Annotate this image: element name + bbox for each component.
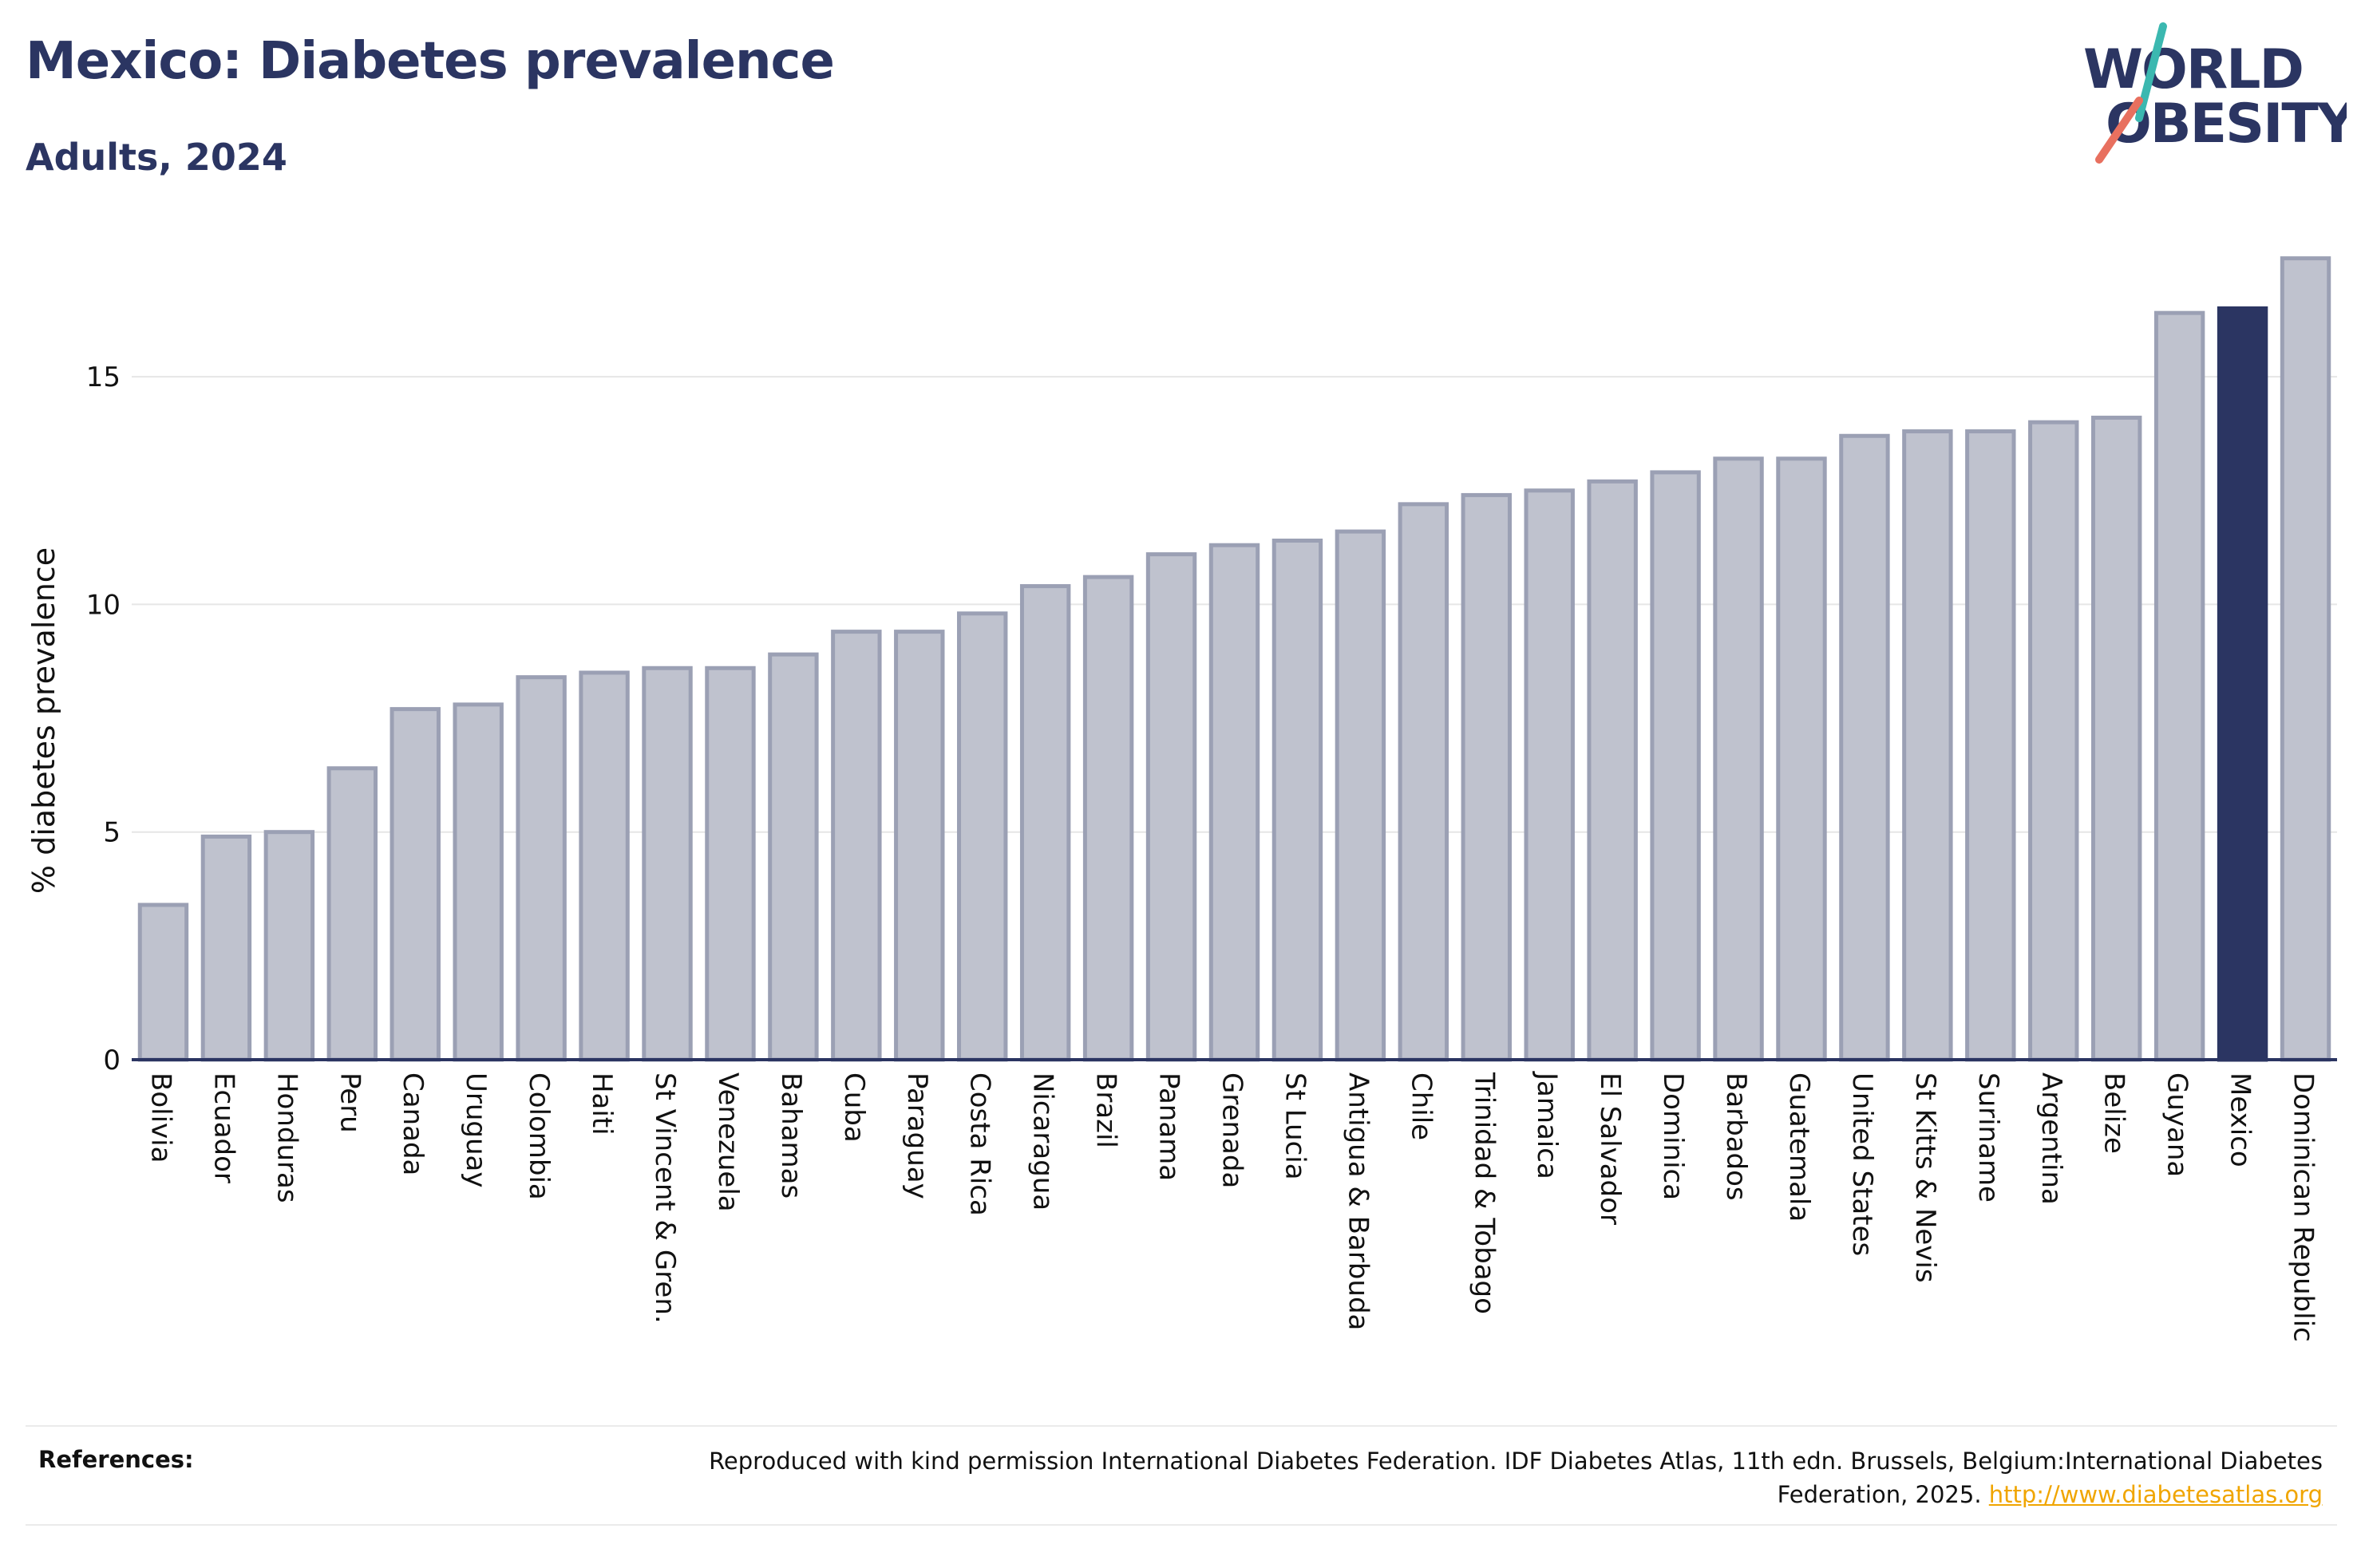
x-tick-label: Colombia: [523, 1072, 555, 1200]
x-tick-label: Grenada: [1216, 1072, 1248, 1188]
references-link[interactable]: http://www.diabetesatlas.org: [1988, 1481, 2323, 1508]
x-tick-label: Canada: [397, 1072, 429, 1175]
x-tick-label: St Kitts & Nevis: [1909, 1072, 1941, 1283]
references-top-divider: [26, 1425, 2337, 1427]
y-axis-label: % diabetes prevalence: [26, 547, 61, 894]
x-tick-label: Peru: [334, 1072, 366, 1133]
x-tick-label: Ecuador: [208, 1072, 239, 1183]
bar-bahamas: [768, 652, 819, 1062]
page-title: Mexico: Diabetes prevalence: [26, 32, 835, 91]
bar-ecuador: [200, 834, 252, 1062]
bar-brazil: [1082, 575, 1134, 1062]
bar-venezuela: [705, 666, 756, 1062]
bar-canada: [390, 707, 441, 1062]
axes: 0 5 10 15: [86, 361, 2337, 1076]
bar-grenada: [1208, 543, 1260, 1062]
x-tick-labels: Bolivia Ecuador Honduras Peru Canada Uruguay C…: [144, 1071, 2319, 1342]
bar-belize: [2090, 415, 2142, 1062]
x-tick-label: Cuba: [838, 1072, 870, 1143]
y-tick-label: 5: [103, 817, 121, 849]
references-label: References:: [38, 1446, 194, 1473]
bar-mexico: [2217, 306, 2268, 1062]
logo-word-world: WORLD: [2083, 38, 2303, 101]
bars: [137, 256, 2331, 1062]
x-tick-label: Bolivia: [144, 1072, 176, 1163]
x-tick-label: Costa Rica: [964, 1072, 996, 1216]
x-tick-label: Brazil: [1090, 1072, 1122, 1148]
x-tick-label: Chile: [1405, 1072, 1437, 1140]
bar-cuba: [831, 630, 882, 1062]
x-tick-label: St Lucia: [1279, 1072, 1311, 1180]
y-tick-label: 10: [86, 589, 121, 621]
bar-trinidad-tobago: [1461, 492, 1512, 1062]
x-tick-label: El Salvador: [1594, 1072, 1626, 1225]
x-tick-label: Paraguay: [901, 1072, 933, 1199]
x-tick-label: Panama: [1153, 1072, 1185, 1181]
bar-panama: [1145, 552, 1197, 1062]
x-tick-label: Suriname: [1972, 1072, 2004, 1203]
bar-argentina: [2028, 420, 2079, 1062]
bar-antigua-barbuda: [1335, 529, 1386, 1062]
bar-st-lucia: [1271, 538, 1323, 1062]
bar-dominican-republic: [2280, 256, 2331, 1062]
logo-slash-coral: [2095, 97, 2143, 164]
bar-paraguay: [894, 630, 945, 1062]
page-subtitle: Adults, 2024: [26, 136, 287, 179]
x-tick-label: Barbados: [1720, 1072, 1752, 1201]
x-tick-label: Jamaica: [1531, 1071, 1563, 1179]
bar-chile: [1398, 502, 1449, 1062]
bar-guyana: [2153, 310, 2205, 1062]
x-tick-label: St Vincent & Gren.: [649, 1072, 681, 1324]
references-text-block: Reproduced with kind permission Internat…: [647, 1444, 2323, 1511]
references-bottom-divider: [26, 1524, 2337, 1526]
x-tick-label: Honduras: [271, 1072, 303, 1203]
bar-st-kitts-nevis: [1902, 429, 1953, 1062]
bar-guatemala: [1776, 456, 1827, 1062]
x-tick-label: Guatemala: [1783, 1072, 1815, 1222]
x-tick-label: Guyana: [2161, 1072, 2193, 1177]
x-tick-label: Argentina: [2035, 1072, 2067, 1205]
bar-chart: 0 5 10 15 Bolivia Ecuador Honduras Peru Canada U…: [26, 256, 2337, 1342]
x-tick-label: Trinidad & Tobago: [1468, 1072, 1500, 1314]
bar-haiti: [579, 670, 630, 1062]
x-tick-label: Venezuela: [712, 1072, 744, 1212]
bar-el-salvador: [1587, 479, 1638, 1062]
references-text: Reproduced with kind permission Internat…: [709, 1448, 2323, 1508]
bar-united-states: [1839, 433, 1890, 1062]
x-tick-label: Nicaragua: [1027, 1072, 1059, 1211]
logo-slash-teal: [2135, 22, 2167, 122]
x-tick-label: United States: [1846, 1072, 1878, 1256]
x-tick-label: Haiti: [586, 1072, 618, 1136]
x-tick-label: Belize: [2098, 1072, 2130, 1154]
bar-suriname: [1965, 429, 2016, 1062]
x-tick-label: Dominica: [1657, 1072, 1689, 1200]
y-tick-label: 15: [86, 361, 121, 393]
bar-jamaica: [1524, 488, 1575, 1062]
x-tick-label: Mexico: [2225, 1072, 2256, 1167]
world-obesity-logo: WORLD OBESITY: [2083, 22, 2347, 164]
bar-uruguay: [453, 702, 504, 1062]
bar-honduras: [263, 830, 315, 1062]
bar-peru: [326, 766, 378, 1062]
x-tick-label: Bahamas: [775, 1072, 807, 1199]
bar-barbados: [1713, 456, 1764, 1062]
bar-nicaragua: [1019, 584, 1071, 1062]
y-tick-label: 0: [103, 1045, 121, 1076]
bar-st-vincent-gren: [642, 666, 693, 1062]
bar-bolivia: [137, 902, 189, 1062]
bar-costa-rica: [957, 611, 1008, 1062]
x-tick-label: Dominican Republic: [2288, 1072, 2319, 1342]
x-tick-label: Uruguay: [460, 1072, 492, 1188]
x-tick-label: Antigua & Barbuda: [1342, 1072, 1374, 1330]
bar-dominica: [1650, 470, 1701, 1062]
bar-colombia: [516, 675, 567, 1062]
